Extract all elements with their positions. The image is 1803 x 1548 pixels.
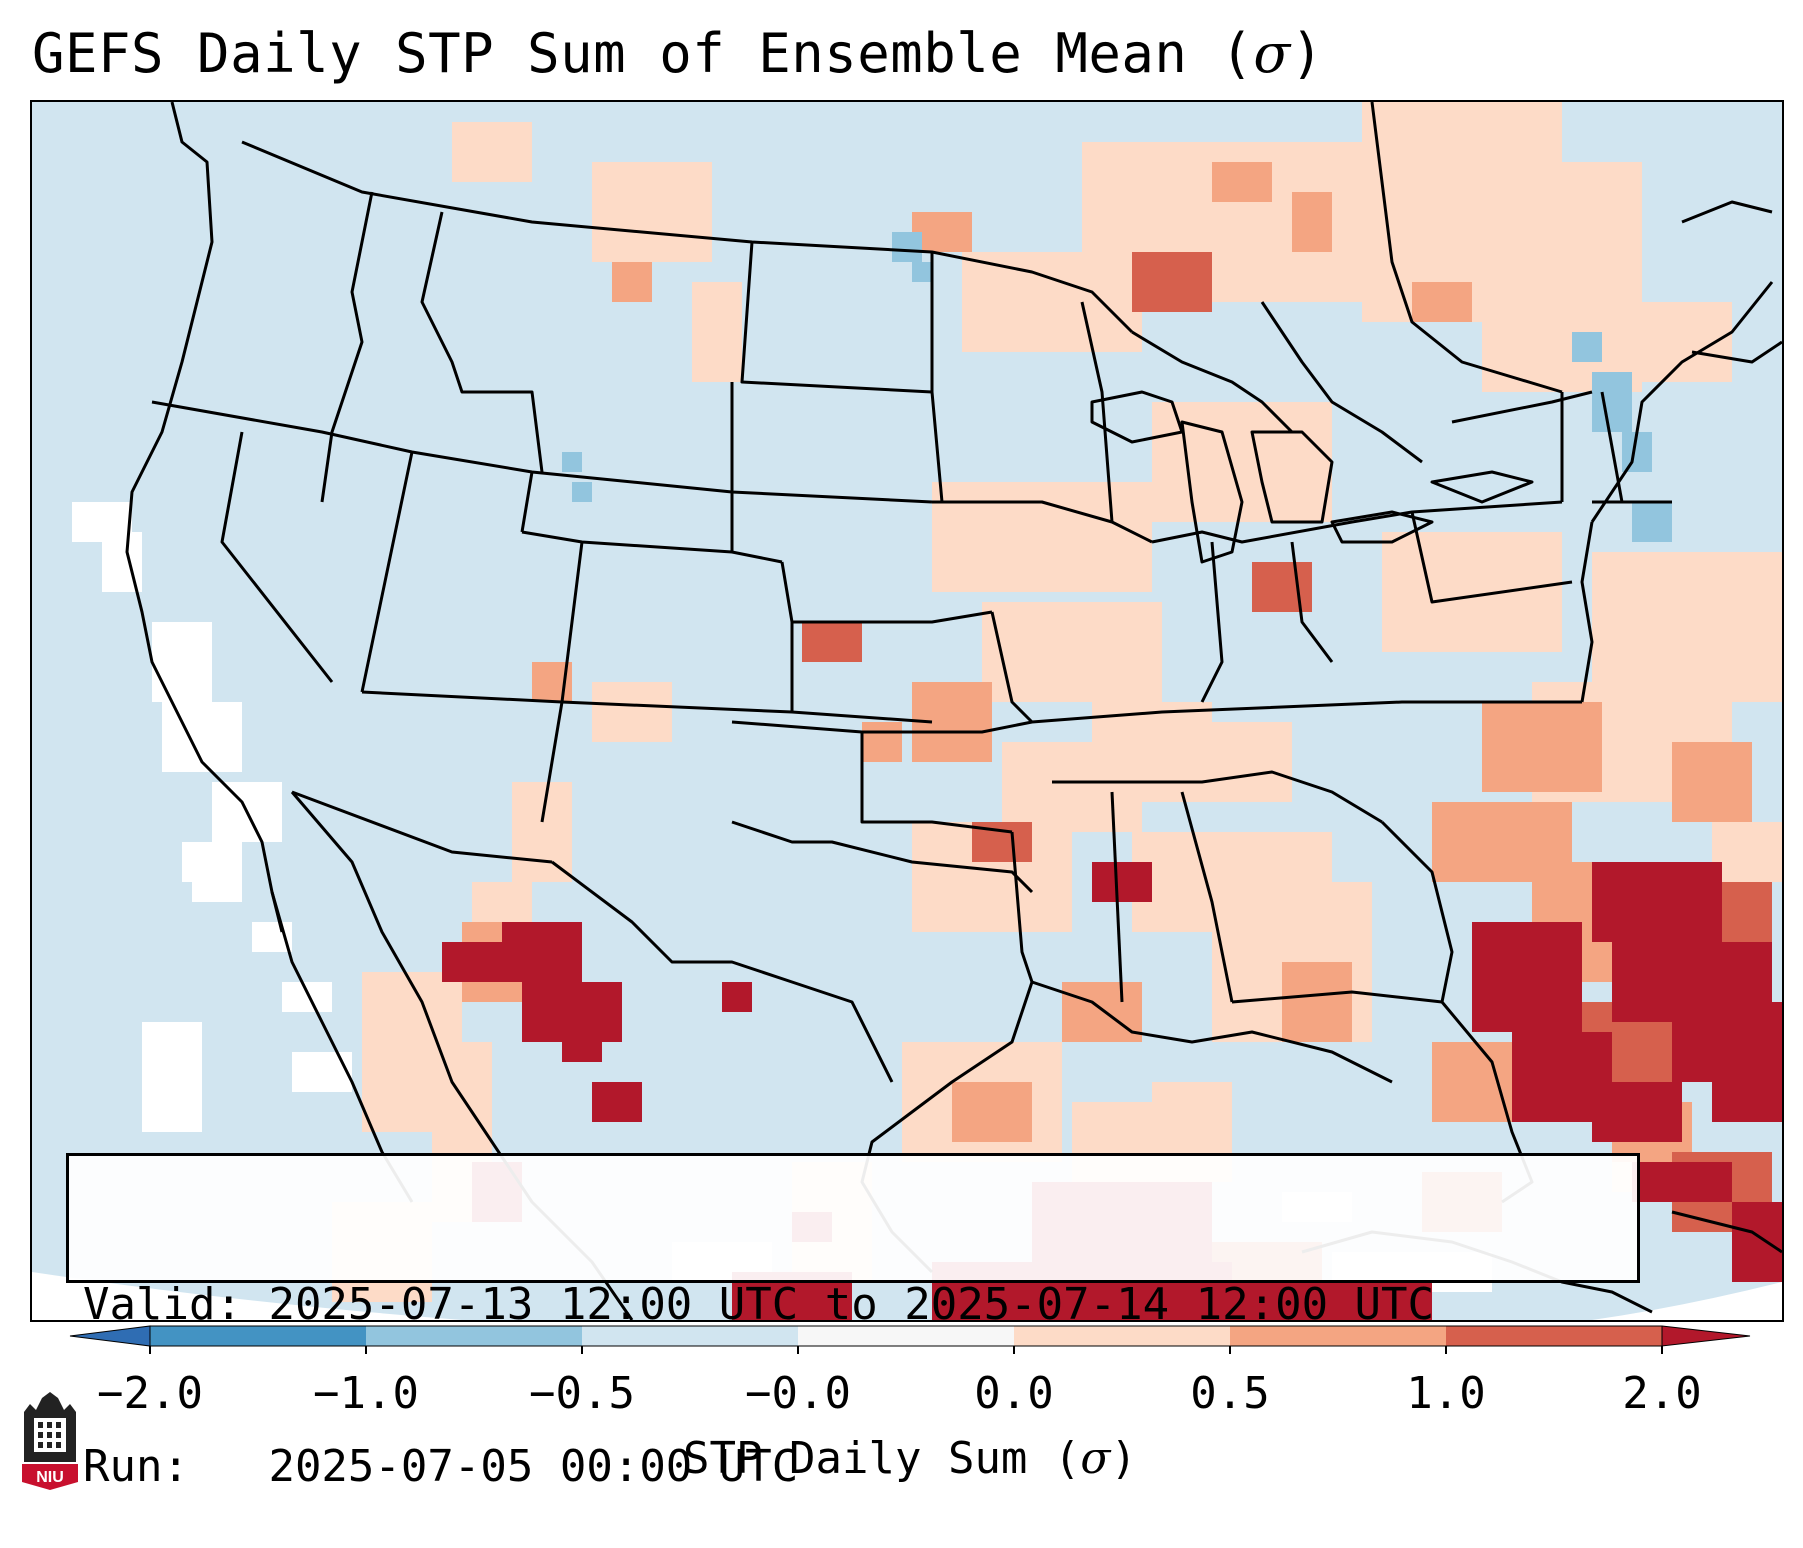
logo-text: NIU (36, 1469, 64, 1486)
colorbar-tick-marks (149, 1346, 1663, 1354)
colorbar-tick-label: 0.5 (1190, 1368, 1270, 1419)
colorbar-segment (798, 1326, 1014, 1346)
colorbar-segment (582, 1326, 798, 1346)
valid-run-info-box: Valid: 2025-07-13 12:00 UTC to 2025-07-1… (66, 1153, 1640, 1492)
title-close: ) (1290, 22, 1324, 85)
colorbar-tick-label: −1.0 (313, 1368, 419, 1419)
colorbar-tick-label: −0.5 (529, 1368, 635, 1419)
colorbar-tick-label: 1.0 (1406, 1368, 1486, 1419)
run-label: Run: (83, 1441, 189, 1492)
colorbar-tick-label: −2.0 (97, 1368, 203, 1419)
valid-value: 2025-07-13 12:00 UTC to 2025-07-14 12:00… (268, 1279, 1435, 1330)
colorbar (69, 1325, 1751, 1354)
title-sigma: σ (1253, 22, 1291, 85)
map-title: GEFS Daily STP Sum of Ensemble Mean (σ) (32, 22, 1324, 86)
colorbar-segment (366, 1326, 582, 1346)
colorbar-tick-label: 2.0 (1622, 1368, 1702, 1419)
colorbar-segment (1014, 1326, 1230, 1346)
map-frame[interactable] (30, 100, 1784, 1322)
run-value: 2025-07-05 00:00 UTC (268, 1441, 799, 1492)
projection-corner (32, 1272, 462, 1320)
colorbar-label: STP Daily Sum (σ) (683, 1432, 1137, 1486)
colorbar-tick-label: 0.0 (974, 1368, 1054, 1419)
colorbar-segment (1446, 1326, 1662, 1346)
colorbar-outline (149, 1325, 1663, 1347)
valid-row: Valid: 2025-07-13 12:00 UTC to 2025-07-1… (83, 1278, 1623, 1332)
projection-corner (1592, 1282, 1782, 1320)
run-row: Run: 2025-07-05 00:00 UTC (83, 1440, 1623, 1494)
negative-patches (562, 232, 1672, 542)
colorbar-extend-max (1661, 1325, 1751, 1347)
colorbar-extend-min (69, 1325, 151, 1347)
colorbar-segment (150, 1326, 366, 1346)
colorbar-label-close: ) (1110, 1433, 1137, 1484)
title-text: GEFS Daily STP Sum of Ensemble Mean ( (32, 22, 1254, 85)
niu-logo-icon: NIU (22, 1392, 78, 1490)
colorbar-tick-label: −0.0 (745, 1368, 851, 1419)
colorbar-label-sigma: σ (1080, 1433, 1111, 1484)
colorbar-segment (1230, 1326, 1446, 1346)
colorbar-label-text: STP Daily Sum ( (683, 1433, 1081, 1484)
valid-label: Valid: (83, 1279, 242, 1330)
stp-map[interactable] (32, 102, 1782, 1320)
